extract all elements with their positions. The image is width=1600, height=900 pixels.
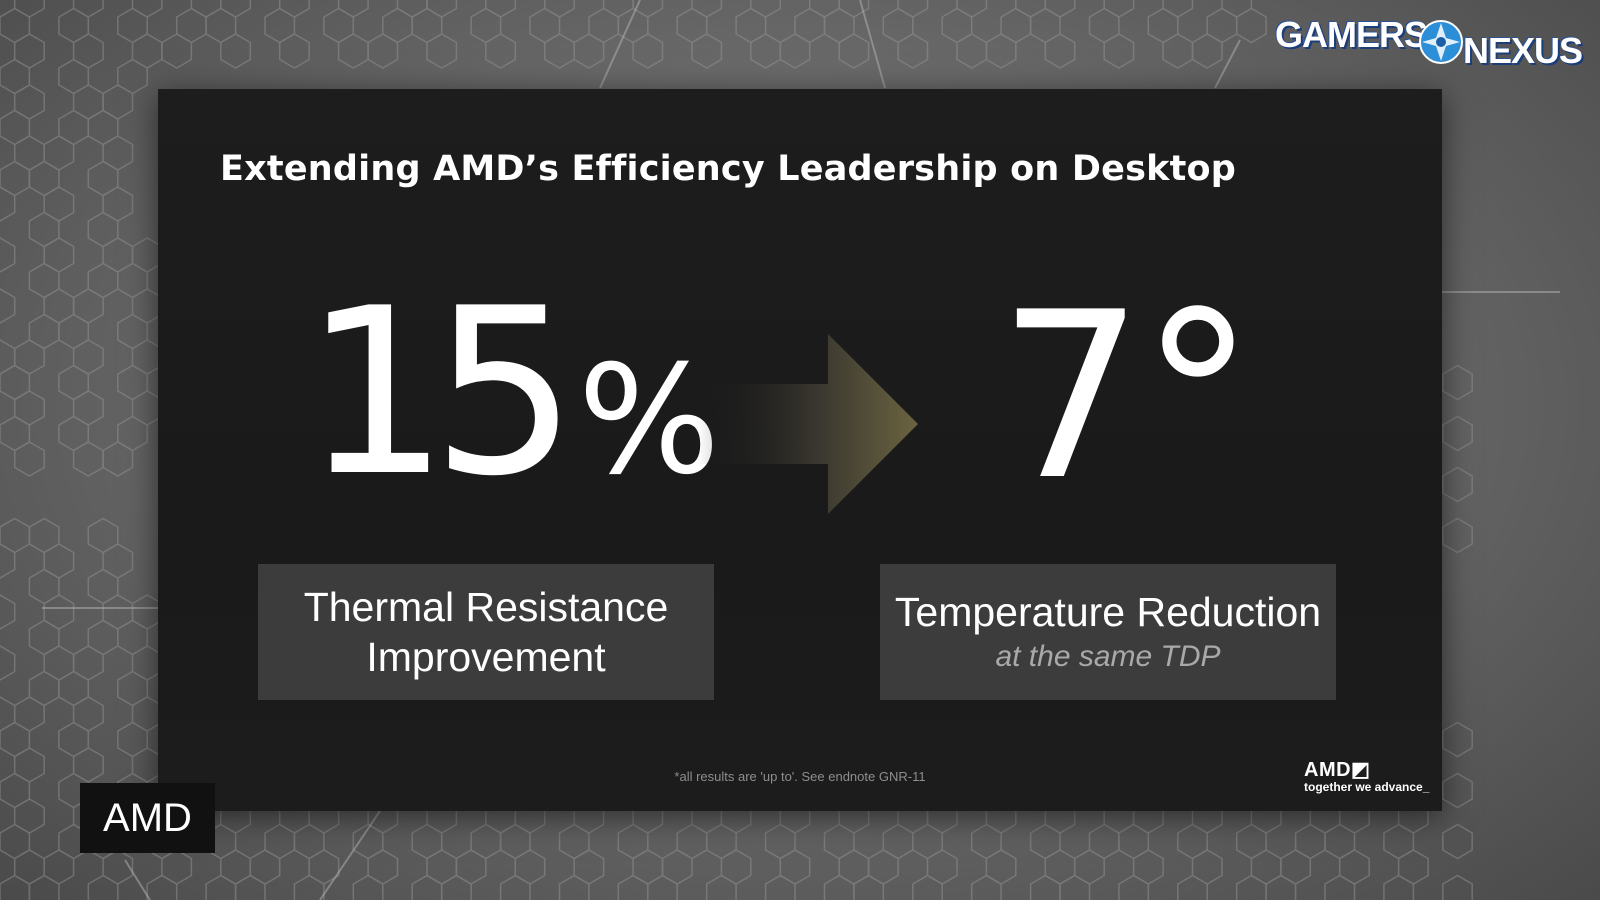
box-label-line: Temperature Reduction bbox=[894, 589, 1322, 635]
globe-icon bbox=[1419, 20, 1463, 64]
amd-slide-logo: AMD◩ together we advance_ bbox=[1304, 757, 1429, 794]
thermal-resistance-label-box: Thermal Resistance Improvement bbox=[258, 564, 714, 700]
amd-logo-brand: AMD◩ bbox=[1304, 759, 1371, 781]
amd-logo-tagline: together we advance_ bbox=[1304, 780, 1430, 794]
thermal-resistance-stat: 15% bbox=[303, 279, 720, 509]
amd-corner-label: AMD bbox=[80, 783, 215, 853]
temperature-reduction-label-box: Temperature Reduction at the same TDP bbox=[880, 564, 1336, 700]
box-label-line: Thermal Resistance bbox=[303, 584, 669, 630]
slide-footnote: *all results are 'up to'. See endnote GN… bbox=[674, 769, 926, 784]
box-label-line: Improvement bbox=[366, 634, 606, 680]
presentation-slide: Extending AMD’s Efficiency Leadership on… bbox=[158, 89, 1442, 811]
right-arrow-icon bbox=[698, 334, 918, 514]
stat-unit: % bbox=[577, 334, 721, 508]
temperature-reduction-stat: 7° bbox=[998, 264, 1255, 531]
watermark-left-text: GAMERS bbox=[1275, 14, 1428, 55]
stat-number: 15 bbox=[303, 260, 578, 527]
watermark-right-text: NEXUS bbox=[1463, 30, 1583, 71]
box-sublabel: at the same TDP bbox=[995, 640, 1221, 673]
gamers-nexus-watermark: GAMERS NEXUS bbox=[1275, 14, 1591, 74]
slide-title: Extending AMD’s Efficiency Leadership on… bbox=[220, 149, 1237, 189]
